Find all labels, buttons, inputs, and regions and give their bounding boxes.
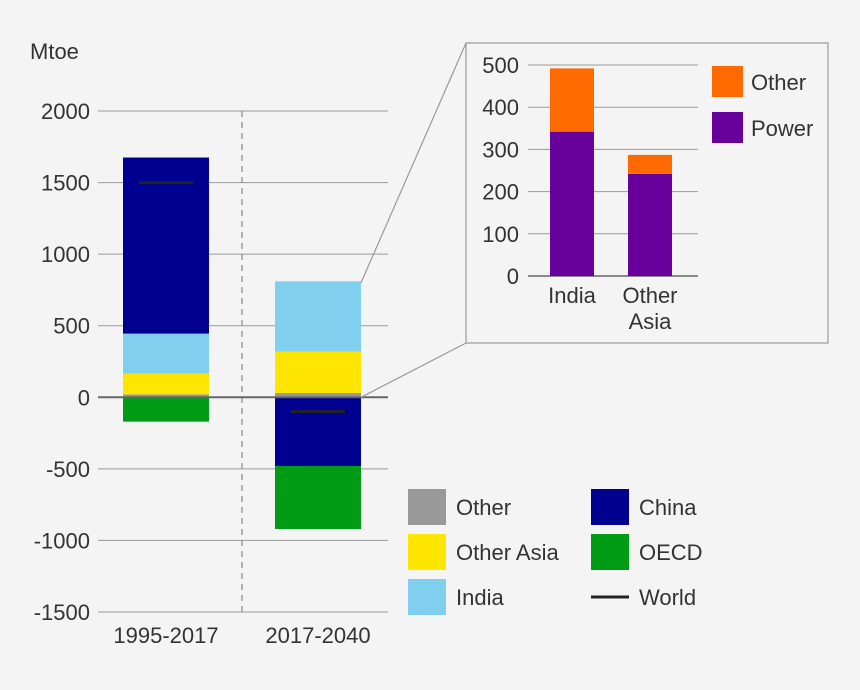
main-y-tick-label: -1500 — [34, 600, 90, 625]
connector-line-top — [360, 42, 467, 284]
inset-bar-other-other-asia — [628, 154, 672, 174]
connector-line-bottom — [360, 342, 467, 398]
legend-swatch-china — [591, 489, 629, 525]
inset-y-tick-label: 200 — [482, 180, 519, 205]
main-y-tick-label: 500 — [53, 314, 90, 339]
main-x-tick-labels: 1995-2017 2017-2040 — [113, 623, 370, 648]
inset-x-tick-label: Other — [622, 283, 677, 308]
bar-india-2017-2040 — [275, 281, 361, 352]
inset-y-tick-label: 500 — [482, 53, 519, 78]
main-y-tick-labels: 2000 1500 1000 500 0 -500 -1000 -1500 — [34, 99, 90, 625]
inset-legend-swatch-other — [712, 66, 743, 97]
legend-label-oecd: OECD — [639, 540, 703, 565]
inset-y-tick-label: 300 — [482, 137, 519, 162]
bar-other-asia-1995-2017 — [123, 373, 209, 395]
bar-china-2017-2040 — [275, 397, 361, 466]
main-x-tick-label: 1995-2017 — [113, 623, 218, 648]
inset-bar-other-india — [550, 68, 594, 132]
inset-legend-label-power: Power — [751, 116, 813, 141]
main-x-tick-label: 2017-2040 — [265, 623, 370, 648]
legend-swatch-india — [408, 579, 446, 615]
legend-label-india: India — [456, 585, 504, 610]
bar-india-1995-2017 — [123, 333, 209, 374]
inset-y-tick-label: 100 — [482, 222, 519, 247]
main-y-tick-label: 2000 — [41, 99, 90, 124]
legend-label-world: World — [639, 585, 696, 610]
world-markers — [139, 181, 345, 414]
legend-swatch-other-asia — [408, 534, 446, 570]
main-y-tick-label: 1000 — [41, 242, 90, 267]
bar-oecd-2017-2040 — [275, 465, 361, 529]
inset-y-tick-label: 400 — [482, 95, 519, 120]
legend-label-china: China — [639, 495, 697, 520]
main-y-tick-label: -500 — [46, 457, 90, 482]
bar-other-2017-2040 — [275, 392, 361, 398]
inset-legend-label-other: Other — [751, 70, 806, 95]
bar-china-1995-2017 — [123, 157, 209, 334]
unit-label: Mtoe — [30, 39, 79, 64]
inset-bar-power-india — [550, 131, 594, 276]
bar-other-asia-2017-2040 — [275, 351, 361, 393]
main-y-tick-label: 1500 — [41, 171, 90, 196]
legend-label-other-asia: Other Asia — [456, 540, 559, 565]
bar-oecd-1995-2017 — [123, 397, 209, 422]
legend-swatch-oecd — [591, 534, 629, 570]
inset-y-tick-label: 0 — [507, 264, 519, 289]
legend-label-other: Other — [456, 495, 511, 520]
main-y-tick-label: -1000 — [34, 528, 90, 553]
bar-other-1995-2017 — [123, 394, 209, 398]
inset-x-tick-label: Asia — [629, 309, 673, 334]
inset-bar-power-other-asia — [628, 173, 672, 276]
inset-connector-lines — [360, 42, 467, 398]
main-y-tick-label: 0 — [78, 385, 90, 410]
inset-x-tick-label: India — [548, 283, 596, 308]
inset-legend-swatch-power — [712, 112, 743, 143]
main-legend: Other China Other Asia OECD India World — [408, 489, 703, 615]
main-bars — [123, 157, 361, 529]
legend-swatch-other — [408, 489, 446, 525]
